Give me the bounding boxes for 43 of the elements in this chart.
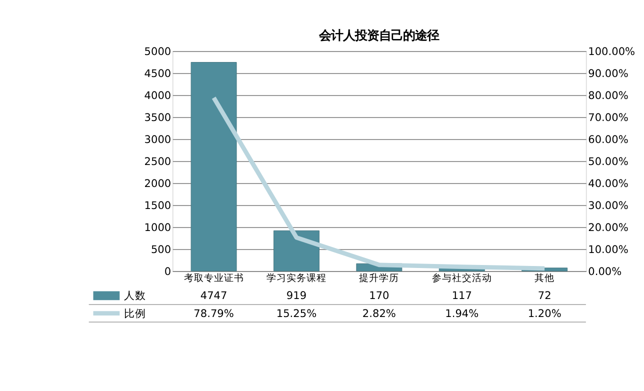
y2-tick-label: 70.00% [588,112,628,124]
y2-tick-label: 50.00% [588,156,628,168]
x-tick-label: 考取专业证书 [184,272,244,284]
y-tick-label: 3000 [144,134,172,146]
y-tick-label: 4500 [144,68,172,80]
y2-tick-label: 60.00% [588,134,628,146]
x-tick-label: 其他 [534,272,555,284]
y-tick-label: 2500 [144,156,172,168]
data-label: 919 [286,290,307,302]
data-label: 1.94% [445,308,479,320]
bar [190,62,237,272]
data-label: 4747 [200,290,228,302]
x-tick-label: 参与社交活动 [432,272,492,284]
x-tick-label: 提升学历 [359,272,400,284]
y-tick-label: 3500 [144,112,172,124]
chart-title: 会计人投资自己的途径 [318,28,440,43]
data-label: 72 [538,290,552,302]
y-tick-label: 0 [164,266,172,278]
data-label: 117 [452,290,472,302]
data-label: 2.82% [362,308,396,320]
bar [274,230,320,272]
y2-tick-label: 40.00% [588,178,628,190]
y-tick-label: 2000 [144,178,172,190]
data-label: 78.79% [194,308,234,320]
data-label: 15.25% [276,308,317,320]
line-series [212,96,547,271]
y-tick-label: 1500 [144,200,172,212]
x-tick-label: 学习实务课程 [266,272,326,284]
y2-tick-label: 0.00% [588,266,622,278]
y-tick-label: 1000 [144,222,172,234]
y-tick-label: 500 [150,244,172,256]
y2-tick-label: 80.00% [588,90,628,102]
legend-label: 比例 [124,306,146,320]
y-tick-label: 4000 [144,90,172,102]
y2-tick-label: 30.00% [588,200,628,212]
y-tick-label: 5000 [144,46,172,58]
legend-label: 人数 [124,290,146,302]
data-label: 170 [369,290,390,302]
y2-tick-label: 20.00% [588,222,628,234]
data-label: 1.20% [528,308,562,320]
y2-tick-label: 90.00% [588,68,628,80]
y2-tick-label: 100.00% [588,46,636,58]
y2-tick-label: 10.00% [588,244,628,256]
